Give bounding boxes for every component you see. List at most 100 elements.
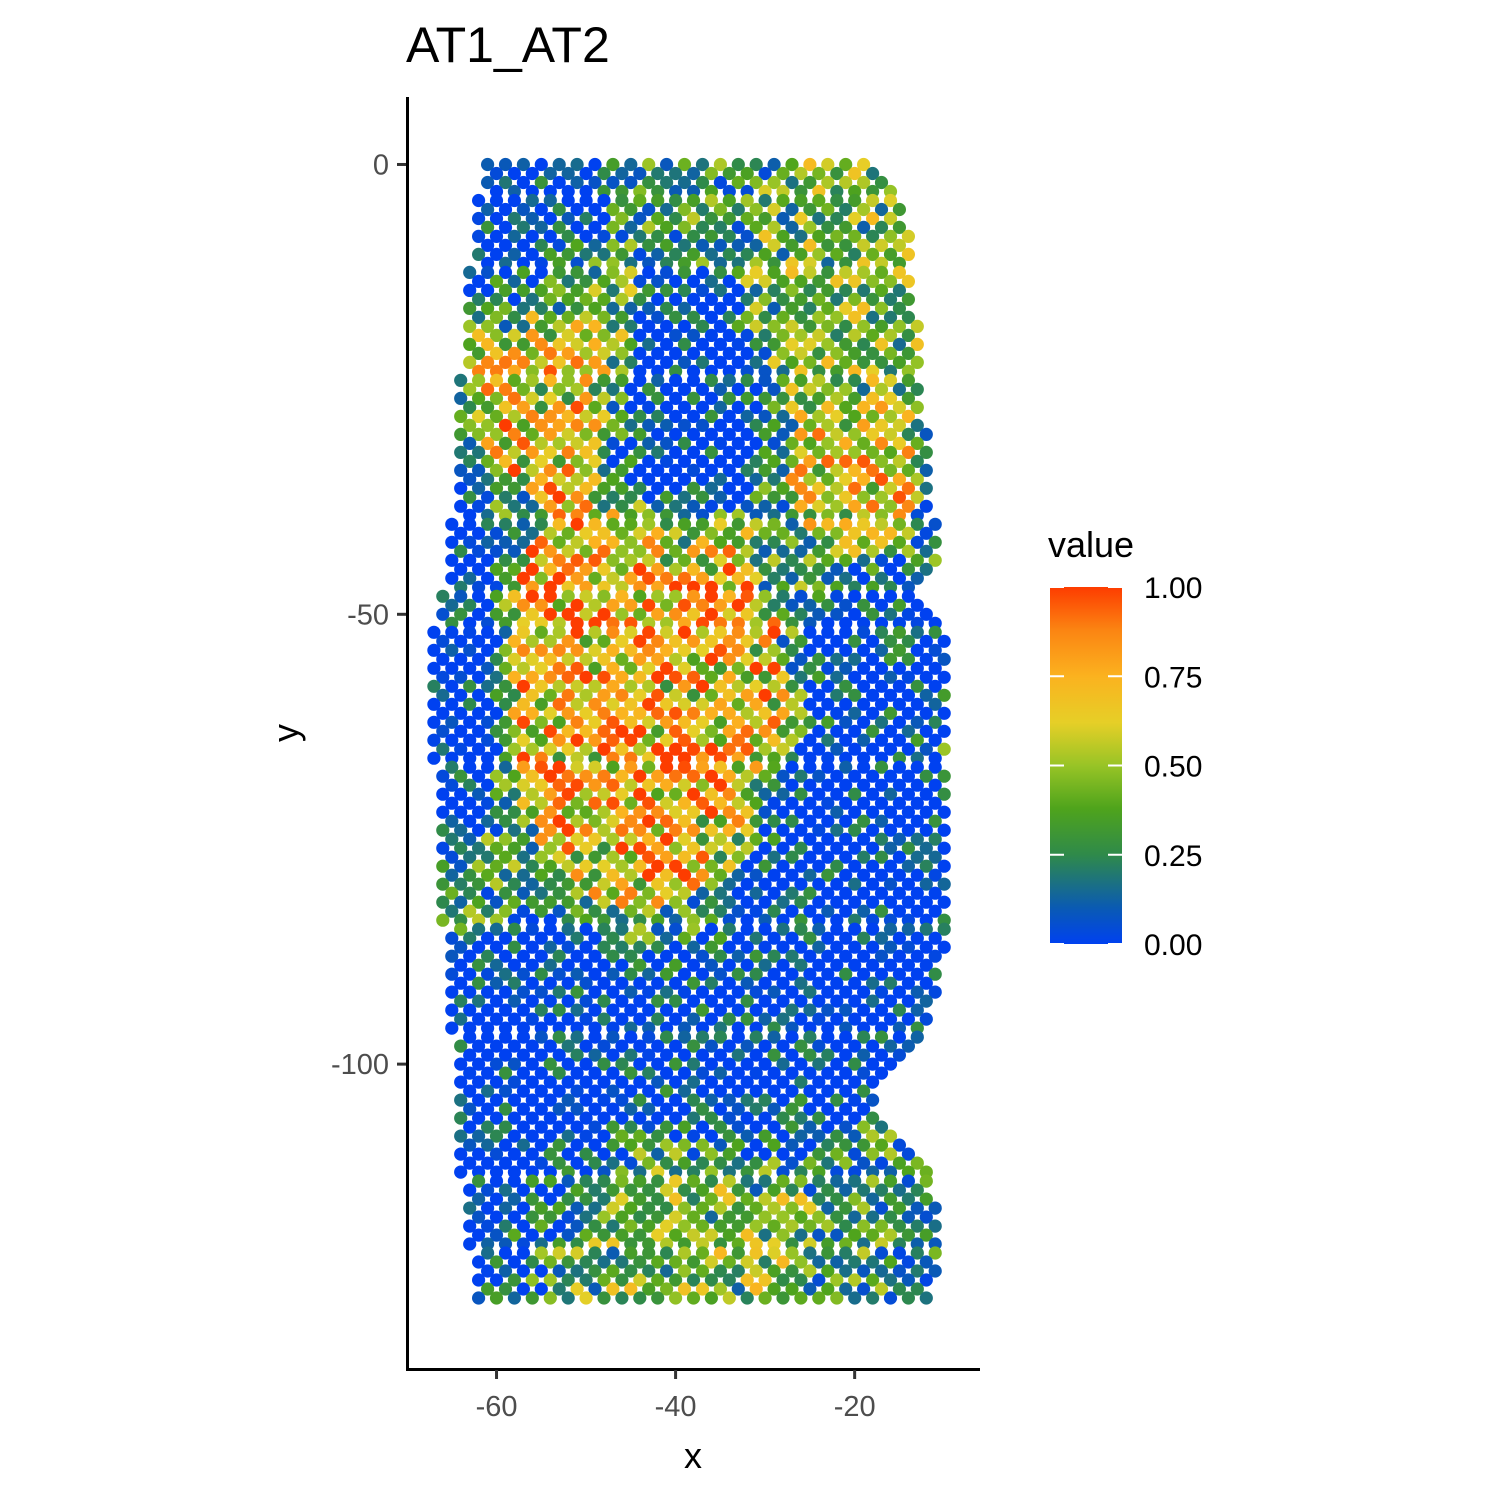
spot-point (695, 886, 710, 900)
spot-point (883, 841, 898, 855)
spot-point (866, 193, 880, 208)
spot-point (883, 958, 898, 972)
spot-point (624, 553, 638, 567)
spot-point (722, 481, 736, 495)
spot-point (704, 688, 719, 702)
spot-point (507, 1057, 521, 1071)
spot-point (713, 265, 728, 279)
spot-point (615, 346, 629, 360)
spot-point (901, 1039, 916, 1053)
spot-point (570, 886, 584, 900)
spot-point (606, 220, 620, 234)
spot-point (830, 427, 844, 441)
spot-point (445, 598, 459, 612)
spot-point (561, 994, 575, 1008)
spot-point (892, 472, 907, 486)
spot-point (749, 1219, 763, 1233)
spot-point (642, 220, 656, 234)
spot-point (588, 931, 602, 945)
spot-point (481, 796, 495, 810)
spot-point (498, 1102, 513, 1116)
spot-point (812, 994, 826, 1008)
spot-point (731, 814, 745, 828)
spot-point (686, 634, 701, 648)
spot-point (803, 220, 817, 234)
spot-point (642, 553, 656, 567)
spot-point (445, 850, 459, 864)
spot-point (552, 202, 566, 217)
spot-point (883, 481, 898, 495)
spot-point (713, 490, 728, 504)
spot-point (579, 1291, 593, 1305)
spot-point (651, 229, 665, 243)
spot-point (445, 697, 459, 711)
spot-point (937, 688, 951, 702)
spot-point (713, 1282, 728, 1296)
spot-point (651, 373, 665, 387)
spot-point (534, 301, 548, 315)
spot-point (848, 310, 862, 324)
spot-point (722, 1129, 736, 1143)
spot-point (740, 958, 754, 972)
spot-point (874, 382, 889, 396)
spot-point (633, 877, 647, 891)
spot-point (651, 841, 665, 855)
spot-point (543, 589, 557, 603)
spot-point (857, 643, 871, 657)
spot-point (516, 553, 531, 567)
spot-point (677, 697, 692, 711)
spot-point (606, 238, 620, 252)
spot-point (534, 283, 548, 297)
spot-point (561, 670, 575, 684)
spot-point (516, 1201, 531, 1215)
spot-point (839, 202, 853, 217)
spot-point (677, 625, 692, 639)
spot-point (481, 571, 495, 585)
spot-point (776, 562, 790, 576)
spot-point (722, 463, 736, 477)
spot-point (642, 796, 656, 810)
spot-point (901, 373, 916, 387)
spot-point (516, 571, 531, 585)
spot-point (830, 526, 844, 540)
spot-point (686, 1273, 701, 1287)
spot-point (525, 499, 539, 513)
spot-point (481, 1201, 495, 1215)
spot-point (543, 1273, 557, 1287)
spot-point (857, 157, 871, 172)
spot-point (669, 328, 683, 342)
spot-point (472, 346, 486, 360)
spot-point (651, 544, 665, 558)
spot-point (821, 418, 835, 432)
spot-point (660, 1084, 674, 1098)
spot-point (507, 1255, 521, 1269)
spot-point (866, 373, 880, 387)
spot-point (785, 814, 799, 828)
spot-point (695, 598, 710, 612)
spot-point (588, 1183, 602, 1197)
spot-point (677, 643, 692, 657)
spot-point (740, 706, 754, 720)
spot-point (830, 823, 844, 837)
spot-point (454, 1129, 468, 1143)
spot-point (874, 1201, 889, 1215)
spot-point (776, 391, 790, 405)
spot-point (731, 1084, 745, 1098)
spot-point (821, 814, 835, 828)
spot-point (686, 310, 701, 324)
spot-point (821, 157, 835, 172)
spot-point (677, 868, 692, 882)
spot-point (481, 715, 495, 729)
spot-point (848, 544, 862, 558)
spot-point (928, 733, 942, 747)
spot-point (561, 274, 575, 288)
spot-point (615, 589, 629, 603)
spot-point (624, 382, 638, 396)
spot-point (516, 661, 531, 675)
spot-point (758, 328, 772, 342)
spot-point (597, 1210, 611, 1224)
spot-point (507, 391, 521, 405)
spot-point (919, 1291, 933, 1305)
spot-point (489, 688, 504, 702)
spot-point (561, 958, 575, 972)
